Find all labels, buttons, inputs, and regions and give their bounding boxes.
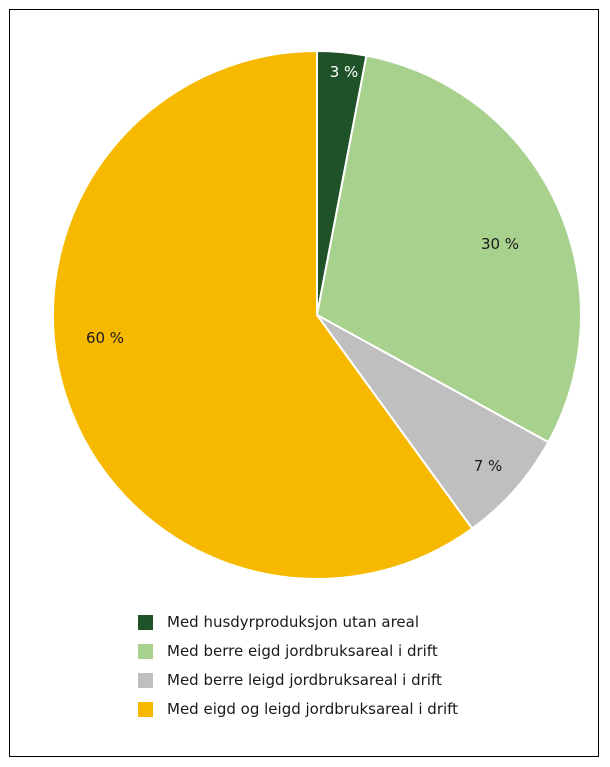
pie-slice xyxy=(52,50,474,580)
slice-value-label: 7 % xyxy=(474,457,503,475)
legend-label: Med husdyrproduksjon utan areal xyxy=(167,613,420,631)
pie-slice xyxy=(316,314,550,530)
legend-label: Med eigd og leigd jordbruksareal i drift xyxy=(167,700,459,718)
legend-item: Med berre leigd jordbruksareal i drift xyxy=(138,666,458,694)
slice-value-label: 30 % xyxy=(481,235,519,253)
legend-item: Med eigd og leigd jordbruksareal i drift xyxy=(138,695,458,723)
legend-swatch xyxy=(138,701,153,717)
legend-swatch xyxy=(138,614,153,630)
slice-value-label: 3 % xyxy=(330,63,359,81)
chart-frame: 3 % 30 % 7 % 60 % Med husdyrproduksjon utan… xyxy=(9,9,599,757)
legend-item: Med berre eigd jordbruksareal i drift xyxy=(138,637,458,665)
legend: Med husdyrproduksjon utan areal Med berre… xyxy=(138,608,458,724)
legend-item: Med husdyrproduksjon utan areal xyxy=(138,608,458,636)
pie-slice xyxy=(316,54,582,444)
slice-value-label: 60 % xyxy=(86,329,124,347)
legend-label: Med berre leigd jordbruksareal i drift xyxy=(167,671,442,689)
pie-chart: 3 % 30 % 7 % 60 % xyxy=(52,50,582,580)
legend-label: Med berre eigd jordbruksareal i drift xyxy=(167,642,438,660)
legend-swatch xyxy=(138,672,153,688)
legend-swatch xyxy=(138,643,153,659)
